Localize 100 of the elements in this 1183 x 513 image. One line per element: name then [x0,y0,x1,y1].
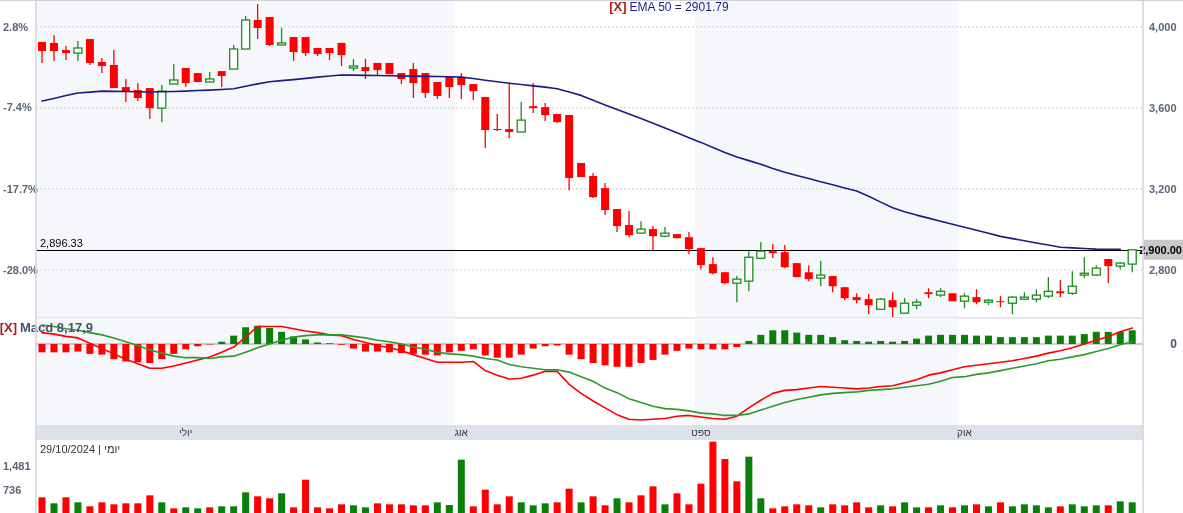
bar [649,486,657,513]
bar [194,508,202,513]
annotation: 2,900.00 [1139,243,1182,256]
bar [601,343,609,366]
bar [469,343,477,350]
bar [170,343,178,354]
bar [86,343,94,354]
x-tick-label: אוק [957,427,973,438]
bar [529,343,537,349]
annotation: [X] [609,0,627,14]
bar [230,335,238,344]
ref-line-label: 2,896.33 [40,237,83,250]
bar [134,503,142,513]
bar [86,506,94,513]
bar [733,481,741,513]
bar [805,334,813,344]
bar [661,343,669,355]
bar [529,505,537,513]
bar [901,502,909,513]
bar [62,343,70,353]
bar [266,328,274,344]
bar [74,502,82,513]
bar [290,507,298,513]
bar [457,459,465,513]
bar [1056,506,1064,513]
bar [1116,331,1124,344]
bar [74,343,82,352]
bar [1068,335,1076,344]
bar [349,505,357,513]
bar [409,505,417,513]
bar [1008,337,1016,344]
bar [913,507,921,513]
bar [134,343,142,363]
bar [721,343,729,350]
bar [996,337,1004,344]
bar [242,492,250,513]
bar [1080,506,1088,513]
x-tick-label: יולי [179,427,193,438]
bar [661,504,669,513]
bar [757,498,765,513]
bar [589,343,597,363]
bar [745,340,753,344]
bar [865,507,873,513]
bar [972,504,980,513]
x-tick-label: אוג [454,427,469,438]
bar [1020,337,1028,344]
bar [505,496,513,513]
bar [853,340,861,344]
bar [697,343,705,350]
bar [505,343,513,358]
bar [50,503,58,513]
text: EMA 50 = 2901.79 [629,0,729,14]
bar [685,504,693,513]
bar [182,507,190,513]
bar [565,488,573,513]
bar [278,493,286,513]
bar [373,503,381,513]
y2-tick-label: -7.4% [3,101,32,114]
bar [445,505,453,513]
bar [481,343,489,356]
bar [1032,337,1040,344]
bar [877,505,885,513]
bar [817,507,825,513]
bar [925,507,933,513]
y-tick-label: 2,800 [1149,263,1177,276]
bar [1092,505,1100,513]
bar [841,340,849,344]
bar [733,343,741,348]
bar [625,502,633,513]
bar [960,505,968,513]
bar [1056,335,1064,344]
bar [769,508,777,513]
bar [877,340,885,344]
bar [517,343,525,355]
bar [949,507,957,513]
bar [1080,334,1088,344]
bar [793,332,801,344]
bar [266,498,274,513]
bar [1044,335,1052,344]
x-tick-label: ספט [691,427,711,438]
bar [649,343,657,360]
bar [625,343,633,367]
bar [326,508,334,513]
bar [829,337,837,344]
bar [230,506,238,513]
bar [218,506,226,513]
bar [829,504,837,513]
bar [889,506,897,513]
bar [158,502,166,513]
bar [493,343,501,358]
bar [972,335,980,344]
bar [913,338,921,344]
bar [206,507,214,513]
bar [314,507,322,513]
y2-tick-label: -28.0% [3,263,39,276]
bar [397,504,405,513]
bar [541,503,549,513]
bar [721,459,729,513]
bar [1020,504,1028,513]
bar [984,506,992,513]
